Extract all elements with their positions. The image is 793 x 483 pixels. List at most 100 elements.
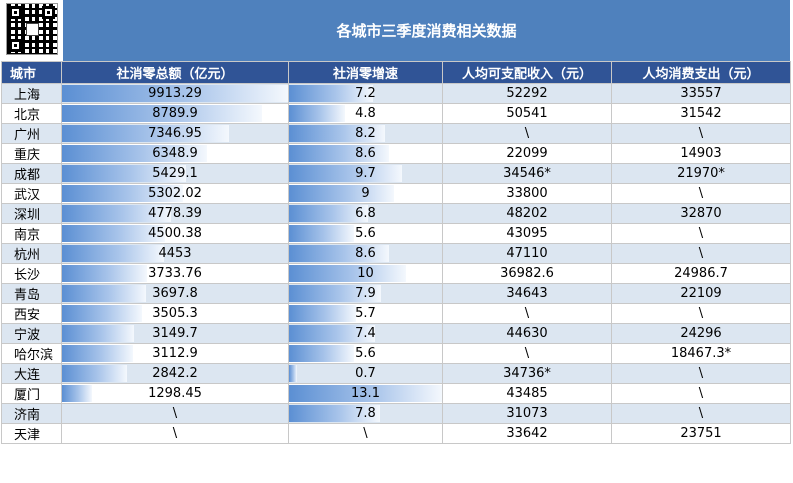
cell-total[interactable]: 6348.9 [61,143,289,164]
table-row[interactable]: 上海 9913.29 7.2 52292 33557 [1,83,791,104]
cell-income[interactable]: 36982.6 [442,263,612,284]
table-row[interactable]: 北京 8789.9 4.8 50541 31542 [1,103,791,124]
cell-growth[interactable]: 8.2 [288,123,443,144]
cell-city[interactable]: 武汉 [1,183,62,204]
cell-growth[interactable]: 13.1 [288,383,443,404]
cell-city[interactable]: 青岛 [1,283,62,304]
cell-income[interactable]: 47110 [442,243,612,264]
cell-total[interactable]: 4500.38 [61,223,289,244]
table-row[interactable]: 广州 7346.95 8.2 \ \ [1,123,791,144]
cell-spend[interactable]: \ [611,303,791,324]
cell-income[interactable]: \ [442,303,612,324]
cell-growth[interactable]: 9 [288,183,443,204]
cell-spend[interactable]: 24296 [611,323,791,344]
cell-growth[interactable]: 5.6 [288,343,443,364]
cell-growth[interactable]: \ [288,423,443,444]
cell-total[interactable]: \ [61,403,289,424]
cell-city[interactable]: 杭州 [1,243,62,264]
cell-income[interactable]: 52292 [442,83,612,104]
cell-city[interactable]: 济南 [1,403,62,424]
cell-income[interactable]: \ [442,343,612,364]
cell-total[interactable]: 4778.39 [61,203,289,224]
cell-total[interactable]: 3697.8 [61,283,289,304]
cell-income[interactable]: 48202 [442,203,612,224]
cell-spend[interactable]: \ [611,403,791,424]
cell-growth[interactable]: 7.2 [288,83,443,104]
table-row[interactable]: 青岛 3697.8 7.9 34643 22109 [1,283,791,304]
cell-income[interactable]: 33800 [442,183,612,204]
cell-income[interactable]: \ [442,123,612,144]
table-row[interactable]: 大连 2842.2 0.7 34736* \ [1,363,791,384]
cell-city[interactable]: 天津 [1,423,62,444]
cell-spend[interactable]: 32870 [611,203,791,224]
cell-income[interactable]: 34546* [442,163,612,184]
cell-income[interactable]: 44630 [442,323,612,344]
cell-spend[interactable]: 31542 [611,103,791,124]
cell-city[interactable]: 西安 [1,303,62,324]
cell-total[interactable]: 3149.7 [61,323,289,344]
cell-income[interactable]: 22099 [442,143,612,164]
cell-total[interactable]: 3112.9 [61,343,289,364]
cell-growth[interactable]: 8.6 [288,143,443,164]
cell-spend[interactable]: \ [611,223,791,244]
cell-income[interactable]: 50541 [442,103,612,124]
cell-total[interactable]: 3733.76 [61,263,289,284]
cell-growth[interactable]: 7.4 [288,323,443,344]
cell-total[interactable]: 5302.02 [61,183,289,204]
cell-growth[interactable]: 6.8 [288,203,443,224]
cell-spend[interactable]: 24986.7 [611,263,791,284]
cell-city[interactable]: 宁波 [1,323,62,344]
table-row[interactable]: 西安 3505.3 5.7 \ \ [1,303,791,324]
cell-growth[interactable]: 0.7 [288,363,443,384]
cell-total[interactable]: \ [61,423,289,444]
cell-spend[interactable]: \ [611,363,791,384]
cell-city[interactable]: 深圳 [1,203,62,224]
cell-city[interactable]: 大连 [1,363,62,384]
cell-city[interactable]: 北京 [1,103,62,124]
cell-spend[interactable]: \ [611,243,791,264]
cell-total[interactable]: 1298.45 [61,383,289,404]
table-row[interactable]: 杭州 4453 8.6 47110 \ [1,243,791,264]
table-row[interactable]: 哈尔滨 3112.9 5.6 \ 18467.3* [1,343,791,364]
table-row[interactable]: 成都 5429.1 9.7 34546* 21970* [1,163,791,184]
cell-city[interactable]: 哈尔滨 [1,343,62,364]
cell-growth[interactable]: 10 [288,263,443,284]
cell-city[interactable]: 成都 [1,163,62,184]
cell-total[interactable]: 2842.2 [61,363,289,384]
cell-spend[interactable]: \ [611,123,791,144]
table-row[interactable]: 宁波 3149.7 7.4 44630 24296 [1,323,791,344]
cell-spend[interactable]: 33557 [611,83,791,104]
table-row[interactable]: 济南 \ 7.8 31073 \ [1,403,791,424]
cell-total[interactable]: 7346.95 [61,123,289,144]
cell-spend[interactable]: 18467.3* [611,343,791,364]
cell-growth[interactable]: 5.7 [288,303,443,324]
cell-spend[interactable]: 21970* [611,163,791,184]
cell-city[interactable]: 广州 [1,123,62,144]
cell-spend[interactable]: 22109 [611,283,791,304]
cell-growth[interactable]: 7.8 [288,403,443,424]
cell-total[interactable]: 3505.3 [61,303,289,324]
table-row[interactable]: 天津 \ \ 33642 23751 [1,423,791,444]
cell-spend[interactable]: \ [611,383,791,404]
cell-growth[interactable]: 9.7 [288,163,443,184]
cell-income[interactable]: 43485 [442,383,612,404]
cell-growth[interactable]: 8.6 [288,243,443,264]
cell-spend[interactable]: 23751 [611,423,791,444]
cell-total[interactable]: 8789.9 [61,103,289,124]
cell-total[interactable]: 5429.1 [61,163,289,184]
cell-income[interactable]: 31073 [442,403,612,424]
table-row[interactable]: 重庆 6348.9 8.6 22099 14903 [1,143,791,164]
cell-total[interactable]: 4453 [61,243,289,264]
table-row[interactable]: 深圳 4778.39 6.8 48202 32870 [1,203,791,224]
cell-income[interactable]: 34643 [442,283,612,304]
cell-growth[interactable]: 5.6 [288,223,443,244]
cell-city[interactable]: 上海 [1,83,62,104]
cell-income[interactable]: 33642 [442,423,612,444]
cell-city[interactable]: 南京 [1,223,62,244]
cell-income[interactable]: 43095 [442,223,612,244]
cell-growth[interactable]: 4.8 [288,103,443,124]
cell-growth[interactable]: 7.9 [288,283,443,304]
cell-total[interactable]: 9913.29 [61,83,289,104]
table-row[interactable]: 厦门 1298.45 13.1 43485 \ [1,383,791,404]
table-row[interactable]: 南京 4500.38 5.6 43095 \ [1,223,791,244]
